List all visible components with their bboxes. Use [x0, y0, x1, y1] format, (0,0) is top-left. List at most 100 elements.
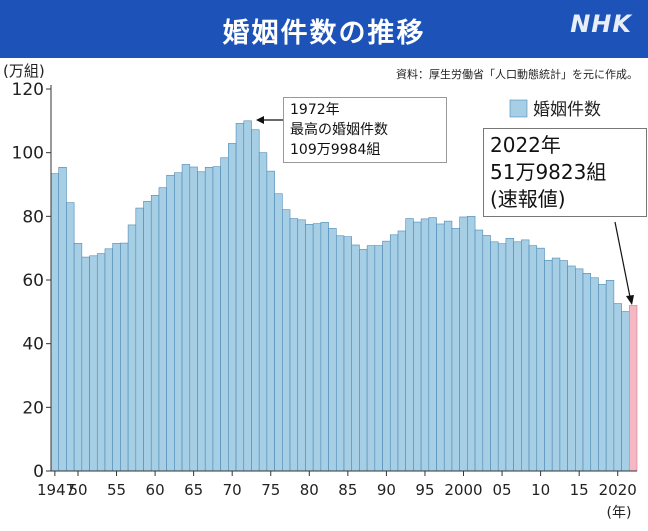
bar-2018	[598, 284, 607, 472]
bar-1957	[127, 224, 137, 472]
bar-1991	[389, 234, 399, 472]
bar-2019	[605, 280, 615, 472]
bar-1977	[282, 209, 291, 472]
bar-1952	[89, 255, 98, 472]
bar-2021	[621, 311, 630, 472]
bar-2009	[528, 245, 538, 472]
legend-label: 婚姻件数	[533, 100, 601, 120]
nhk-logo: NHK	[570, 10, 632, 38]
bar-1986	[351, 244, 360, 472]
bar-1994	[413, 221, 422, 472]
bar-1995	[420, 218, 430, 472]
latest-annotation-note: (速報値)	[490, 187, 566, 211]
latest-annotation-year: 2022年	[490, 133, 561, 157]
y-unit-label: (万組)	[3, 62, 45, 80]
x-tick-label: 80	[300, 481, 319, 499]
legend-swatch	[509, 99, 528, 118]
bar-2000	[459, 216, 468, 472]
bar-1993	[405, 218, 414, 472]
x-tick-label: 2020	[599, 481, 637, 499]
bar-1956	[120, 242, 129, 472]
x-tick-label: 75	[261, 481, 280, 499]
x-tick-label: 95	[415, 481, 434, 499]
bar-1973	[251, 129, 260, 472]
bar-2010	[536, 247, 545, 472]
x-tick-label: 15	[570, 481, 589, 499]
bar-1978	[289, 218, 299, 472]
bar-1964	[181, 164, 191, 472]
bar-2006	[505, 237, 514, 472]
x-tick-label: 2000	[444, 481, 482, 499]
bar-2020	[613, 303, 622, 472]
bar-1963	[174, 172, 183, 472]
bar-1983	[328, 228, 337, 472]
bar-1954	[104, 248, 113, 472]
x-tick-label: 55	[107, 481, 126, 499]
bar-1975	[266, 170, 275, 472]
peak-arrow-head	[256, 116, 264, 124]
chart-title: 婚姻件数の推移	[222, 18, 426, 49]
x-unit-label: (年)	[607, 505, 632, 521]
bar-1949	[66, 202, 75, 472]
bar-1967	[204, 167, 214, 472]
source-note: 資料：厚生労働省「人口動態統計」を元に作成。	[396, 68, 638, 81]
bar-1987	[359, 249, 368, 472]
latest-arrow-head	[626, 295, 634, 305]
bar-1984	[335, 235, 345, 472]
peak-annotation-value: 109万9984組	[290, 142, 381, 158]
bar-1976	[274, 193, 283, 472]
bar-1990	[382, 240, 391, 472]
bar-1980	[305, 223, 314, 472]
bar-1999	[451, 228, 460, 472]
latest-annotation-value: 51万9823組	[490, 160, 607, 184]
bar-1992	[397, 230, 406, 472]
bar-1981	[312, 223, 322, 472]
title-bar	[0, 0, 648, 58]
y-tick-label: 0	[33, 462, 44, 482]
peak-annotation-year: 1972年	[290, 102, 340, 118]
bar-1961	[158, 187, 167, 472]
y-tick-label: 60	[22, 271, 44, 291]
bar-1996	[428, 217, 437, 472]
bar-2014	[567, 265, 576, 472]
bar-1966	[197, 171, 206, 472]
x-tick-label: 10	[531, 481, 550, 499]
bar-1955	[112, 243, 121, 472]
y-tick-label: 40	[22, 335, 44, 355]
bar-2017	[590, 277, 599, 472]
x-tick-label: 50	[68, 481, 87, 499]
bar-1969	[220, 157, 229, 472]
x-tick-label: 85	[338, 481, 357, 499]
bar-1960	[150, 195, 160, 472]
bar-2005	[497, 243, 507, 472]
latest-arrow-line	[614, 221, 631, 298]
bar-1950	[73, 243, 83, 472]
bar-1982	[320, 222, 329, 472]
bar-2022	[628, 305, 638, 472]
x-tick-label: 05	[493, 481, 512, 499]
bar-1953	[96, 253, 106, 472]
bar-2015	[575, 268, 584, 472]
x-tick-label: 65	[184, 481, 203, 499]
bar-1948	[58, 167, 67, 472]
bar-1962	[166, 174, 175, 472]
bar-2007	[513, 241, 522, 472]
y-tick-label: 20	[22, 398, 44, 418]
bar-2012	[551, 257, 561, 472]
bar-1979	[297, 219, 306, 472]
x-tick-label: 90	[377, 481, 396, 499]
bar-1947	[50, 173, 60, 472]
bar-1968	[212, 166, 221, 472]
bar-2013	[559, 260, 568, 472]
bar-1965	[189, 166, 198, 472]
bar-2004	[490, 241, 499, 472]
bar-1997	[436, 223, 445, 472]
bar-2008	[521, 239, 530, 472]
bar-1988	[366, 245, 376, 472]
y-tick-label: 80	[22, 207, 44, 227]
bar-1959	[143, 201, 152, 472]
y-tick-label: 100	[12, 144, 44, 164]
bar-1974	[258, 152, 268, 472]
bar-1971	[235, 123, 245, 472]
